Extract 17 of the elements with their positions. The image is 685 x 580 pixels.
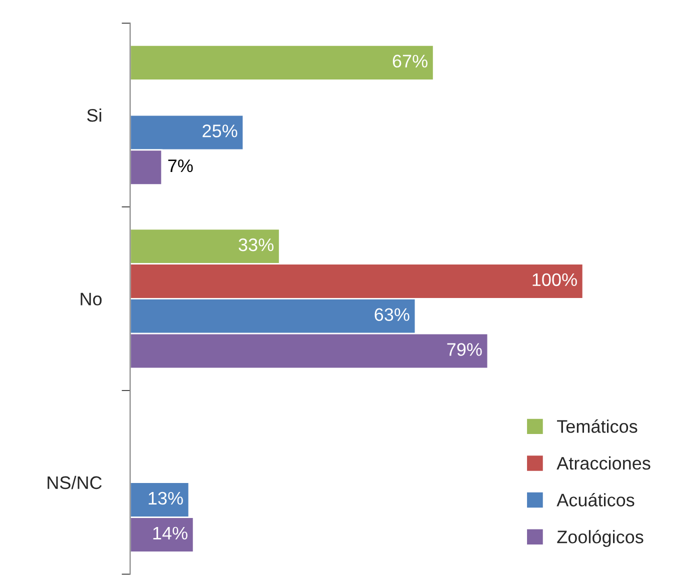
legend-label: Temáticos — [557, 419, 638, 433]
y-tick-label: NS/NC — [48, 476, 102, 490]
legend-label: Zoológicos — [557, 530, 644, 547]
data-label: 63% — [374, 308, 410, 321]
legend-label: Atracciones — [556, 456, 650, 470]
legend-label: Acuáticos — [556, 492, 634, 506]
y-tick-label: Si — [87, 108, 102, 122]
bar — [130, 44, 434, 81]
data-label: 67% — [392, 54, 428, 68]
data-label: 25% — [202, 124, 238, 138]
data-label: 13% — [148, 492, 183, 505]
y-tick-label: No — [80, 292, 102, 306]
data-label: 7% — [168, 160, 193, 172]
data-label: 14% — [153, 526, 188, 540]
data-label: 79% — [447, 343, 482, 356]
data-label: 100% — [532, 273, 577, 286]
data-label: 33% — [238, 238, 274, 252]
